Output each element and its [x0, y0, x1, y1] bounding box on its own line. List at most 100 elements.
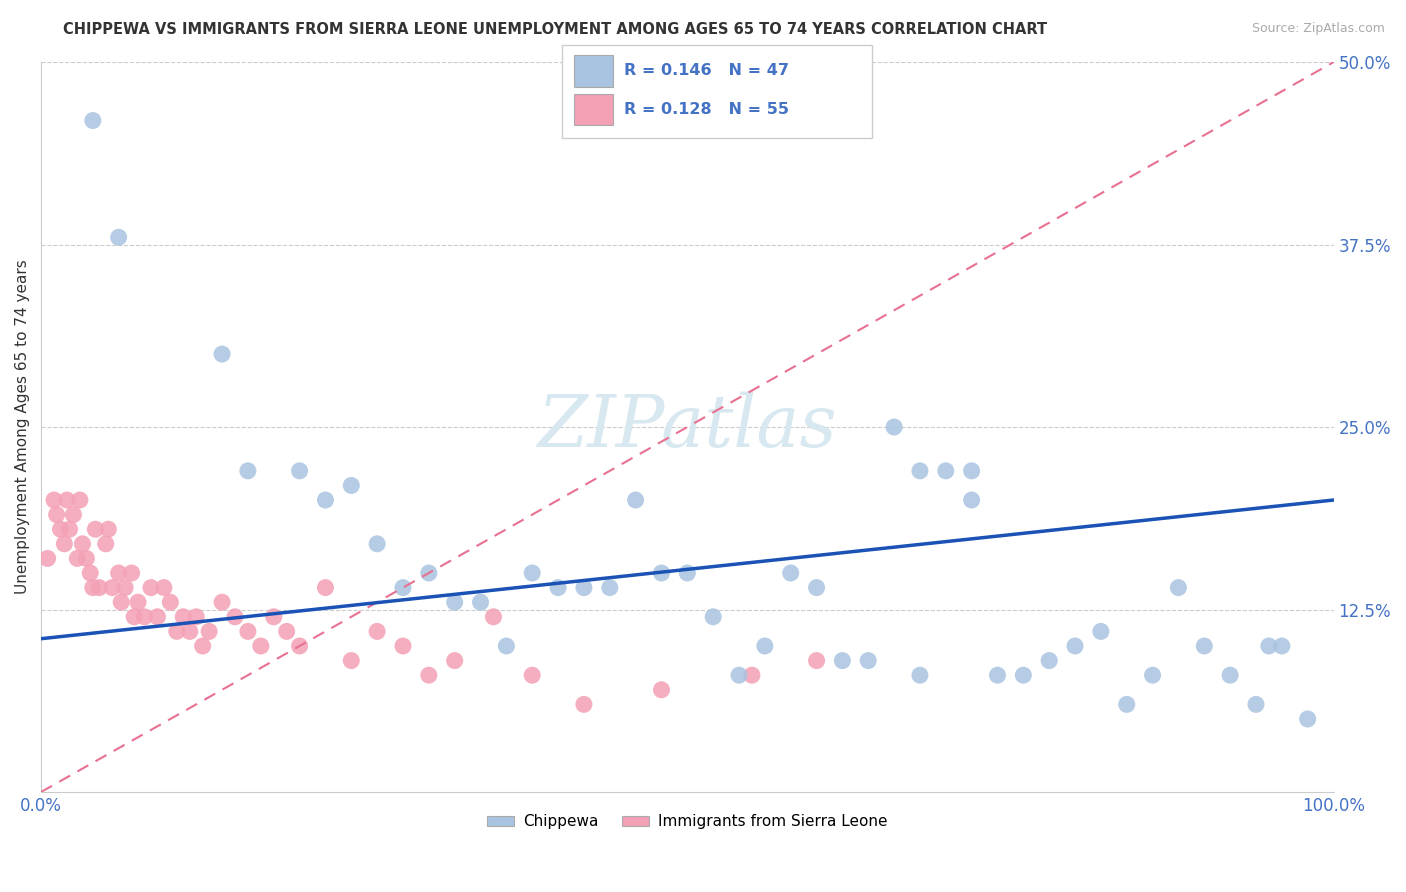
Point — [139, 581, 162, 595]
Point — [127, 595, 149, 609]
Point — [522, 566, 544, 580]
Point — [883, 420, 905, 434]
Legend: Chippewa, Immigrants from Sierra Leone: Chippewa, Immigrants from Sierra Leone — [481, 808, 894, 836]
Point — [72, 537, 94, 551]
Point — [599, 581, 621, 595]
Point — [650, 682, 672, 697]
Point — [806, 581, 828, 595]
Point — [58, 522, 80, 536]
Point — [858, 654, 880, 668]
Point — [159, 595, 181, 609]
Point — [1271, 639, 1294, 653]
Point — [1090, 624, 1112, 639]
Point — [960, 464, 983, 478]
Point — [236, 624, 259, 639]
Point — [392, 639, 415, 653]
Point — [56, 493, 79, 508]
Point — [288, 464, 311, 478]
Point — [314, 493, 336, 508]
Point — [624, 493, 647, 508]
Point — [114, 581, 136, 595]
Point — [110, 595, 132, 609]
Point — [121, 566, 143, 580]
Point — [1244, 698, 1267, 712]
Point — [366, 537, 388, 551]
Point — [340, 478, 363, 492]
Text: R = 0.146   N = 47: R = 0.146 N = 47 — [624, 63, 789, 78]
Point — [908, 668, 931, 682]
Point — [84, 522, 107, 536]
Point — [179, 624, 201, 639]
Point — [392, 581, 415, 595]
Point — [82, 581, 104, 595]
Text: Source: ZipAtlas.com: Source: ZipAtlas.com — [1251, 22, 1385, 36]
Point — [107, 566, 129, 580]
Point — [211, 595, 233, 609]
Point — [741, 668, 763, 682]
Point — [172, 609, 194, 624]
Point — [547, 581, 569, 595]
Point — [482, 609, 505, 624]
Point — [676, 566, 699, 580]
Point — [166, 624, 188, 639]
Point — [42, 493, 65, 508]
Point — [1142, 668, 1164, 682]
Point — [1219, 668, 1241, 682]
Point — [470, 595, 492, 609]
Point — [779, 566, 801, 580]
Point — [101, 581, 124, 595]
Point — [82, 113, 104, 128]
Point — [37, 551, 59, 566]
Point — [69, 493, 91, 508]
Point — [89, 581, 111, 595]
Point — [153, 581, 176, 595]
Point — [908, 464, 931, 478]
Point — [79, 566, 101, 580]
Point — [1167, 581, 1189, 595]
Point — [650, 566, 672, 580]
Point — [960, 493, 983, 508]
Point — [986, 668, 1008, 682]
Point — [572, 698, 595, 712]
Text: CHIPPEWA VS IMMIGRANTS FROM SIERRA LEONE UNEMPLOYMENT AMONG AGES 65 TO 74 YEARS : CHIPPEWA VS IMMIGRANTS FROM SIERRA LEONE… — [63, 22, 1047, 37]
Point — [522, 668, 544, 682]
Point — [443, 595, 465, 609]
Point — [754, 639, 776, 653]
Point — [1115, 698, 1137, 712]
Point — [806, 654, 828, 668]
Point — [1296, 712, 1319, 726]
Point — [146, 609, 169, 624]
Point — [75, 551, 97, 566]
Point — [314, 581, 336, 595]
Point — [45, 508, 67, 522]
Point — [288, 639, 311, 653]
Text: R = 0.128   N = 55: R = 0.128 N = 55 — [624, 102, 789, 117]
Point — [198, 624, 221, 639]
Point — [236, 464, 259, 478]
Point — [443, 654, 465, 668]
Point — [831, 654, 853, 668]
Point — [211, 347, 233, 361]
Point — [495, 639, 517, 653]
Point — [1012, 668, 1035, 682]
Point — [107, 230, 129, 244]
Point — [728, 668, 751, 682]
Point — [122, 609, 145, 624]
Text: ZIPatlas: ZIPatlas — [537, 392, 837, 462]
Point — [186, 609, 208, 624]
Point — [224, 609, 246, 624]
Point — [366, 624, 388, 639]
Point — [62, 508, 84, 522]
Point — [1038, 654, 1060, 668]
Point — [572, 581, 595, 595]
Point — [935, 464, 957, 478]
Point — [1064, 639, 1087, 653]
Point — [702, 609, 724, 624]
Point — [1257, 639, 1279, 653]
Y-axis label: Unemployment Among Ages 65 to 74 years: Unemployment Among Ages 65 to 74 years — [15, 260, 30, 594]
Point — [66, 551, 89, 566]
Point — [276, 624, 298, 639]
Point — [53, 537, 76, 551]
Point — [94, 537, 117, 551]
Point — [263, 609, 285, 624]
